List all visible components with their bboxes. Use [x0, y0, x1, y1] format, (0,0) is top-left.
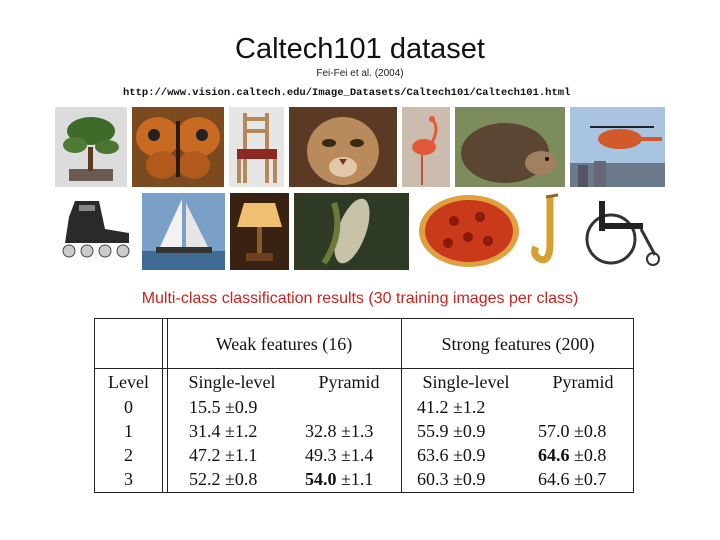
header-divider — [95, 368, 633, 369]
image-sailboat — [142, 193, 225, 270]
image-chair — [229, 107, 284, 187]
column-header-weak-single: Single-level — [188, 372, 276, 392]
table-cell-level: 3 — [124, 469, 133, 489]
table-cell-weak-pyramid: 54.0 ±1.1 — [305, 469, 373, 490]
column-divider — [401, 319, 402, 492]
table-cell-weak-single: 52.2 ±0.8 — [189, 469, 258, 489]
group-header-weak: Weak features (16) — [215, 334, 353, 354]
table-cell-strong-single: 55.9 ±0.9 — [417, 421, 486, 441]
table-cell-weak-single: 15.5 ±0.9 — [189, 397, 258, 417]
table-cell-strong-pyramid: 64.6 ±0.7 — [538, 469, 607, 489]
column-header-strong-single: Single-level — [422, 372, 510, 392]
image-butterfly — [132, 107, 224, 187]
image-inline-skate — [55, 193, 137, 263]
best-value: 64.6 — [538, 445, 570, 465]
best-value: 54.0 — [305, 469, 337, 489]
image-saxophone — [528, 193, 568, 270]
image-lamp — [230, 193, 289, 270]
column-header-weak-pyramid: Pyramid — [318, 372, 380, 392]
table-cell-level: 0 — [124, 397, 133, 417]
image-flamingo — [402, 107, 450, 187]
image-cougar — [289, 107, 397, 187]
column-divider — [162, 319, 163, 492]
table-cell-weak-single: 31.4 ±1.2 — [189, 421, 258, 441]
table-cell-strong-pyramid: 64.6 ±0.8 — [538, 445, 606, 466]
table-cell-level: 2 — [124, 445, 133, 465]
table-cell-strong-single: 63.6 ±0.9 — [417, 445, 486, 465]
table-cell-strong-single: 60.3 ±0.9 — [417, 469, 486, 489]
table-cell-weak-single: 47.2 ±1.1 — [189, 445, 258, 465]
column-header-strong-pyramid: Pyramid — [552, 372, 614, 392]
page-title: Caltech101 dataset — [235, 33, 485, 65]
citation: Fei-Fei et al. (2004) — [316, 68, 404, 79]
column-divider — [167, 319, 168, 492]
image-bonsai — [55, 107, 127, 187]
image-wheelchair — [573, 193, 668, 270]
std-dev: ±1.1 — [336, 469, 374, 489]
dataset-url[interactable]: http://www.vision.caltech.edu/Image_Data… — [123, 87, 571, 99]
table-cell-weak-pyramid: 49.3 ±1.4 — [305, 445, 374, 465]
image-corn — [294, 193, 409, 270]
results-heading: Multi-class classification results (30 t… — [141, 290, 579, 307]
results-table: Weak features (16) Strong features (200)… — [94, 318, 634, 493]
table-cell-strong-pyramid: 57.0 ±0.8 — [538, 421, 607, 441]
image-pizza — [414, 193, 524, 270]
image-helicopter — [570, 107, 665, 187]
table-cell-weak-pyramid: 32.8 ±1.3 — [305, 421, 374, 441]
table-cell-strong-single: 41.2 ±1.2 — [417, 397, 486, 417]
image-hedgehog — [455, 107, 565, 187]
group-header-strong: Strong features (200) — [441, 334, 595, 354]
column-header-level: Level — [108, 372, 149, 392]
table-cell-level: 1 — [124, 421, 133, 441]
std-dev: ±0.8 — [569, 445, 607, 465]
